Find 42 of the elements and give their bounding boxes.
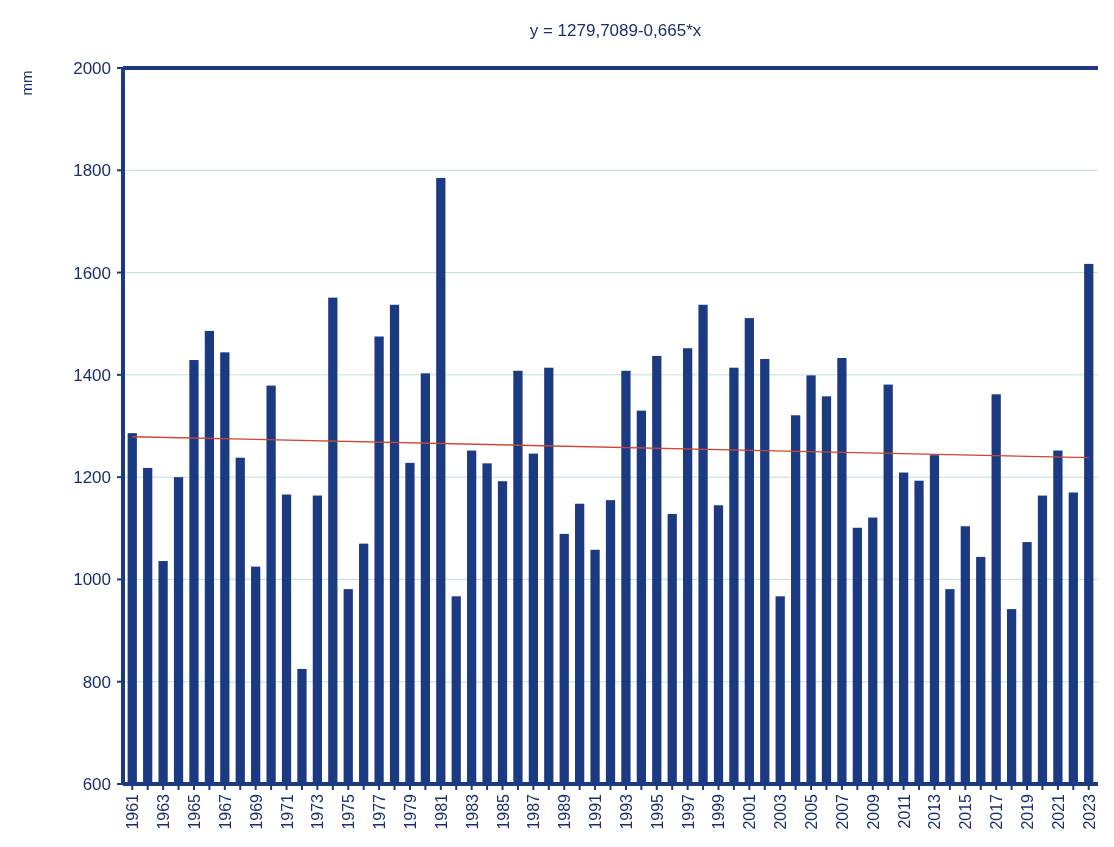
y-tick-label: 1200 (73, 468, 111, 488)
x-tick-label: 1999 (710, 793, 728, 830)
x-tick-label: 2003 (772, 793, 790, 830)
x-tick-label: 1965 (185, 793, 203, 830)
x-tick-label: 2005 (803, 793, 821, 830)
x-tick-label: 1991 (587, 793, 605, 830)
x-tick-label: 1985 (494, 793, 512, 830)
x-tick-label: 2019 (1019, 793, 1037, 830)
y-axis-title: mm (18, 70, 35, 96)
x-tick-label: 1979 (401, 793, 419, 830)
x-tick-label: 2001 (741, 793, 759, 830)
x-tick-label: 1971 (278, 793, 296, 830)
x-tick-label: 2021 (1049, 793, 1067, 830)
x-tick-label: 2011 (895, 793, 913, 829)
chart-title: y = 1279,7089-0,665*x (529, 21, 702, 40)
x-tick-label: 1963 (155, 793, 173, 830)
x-tick-label: 2023 (1080, 793, 1098, 830)
x-tick-label: 1967 (216, 793, 234, 830)
x-tick-label: 1973 (309, 793, 327, 830)
x-tick-label: 1969 (247, 793, 265, 830)
x-tick-label: 1995 (648, 793, 666, 830)
x-tick-label: 1997 (679, 793, 697, 830)
x-tick-label: 2013 (926, 793, 944, 830)
x-tick-label: 2009 (864, 793, 882, 830)
y-tick-label: 2000 (73, 59, 111, 78)
y-tick-label: 1400 (73, 365, 111, 385)
x-tick-label: 1989 (556, 793, 574, 830)
x-tick-label: 1981 (432, 793, 450, 830)
y-tick-label: 800 (82, 672, 111, 692)
x-tick-label: 2015 (957, 793, 975, 830)
x-tick-label: 1975 (340, 793, 358, 830)
y-tick-label: 1800 (73, 161, 111, 181)
x-tick-label: 1977 (371, 793, 389, 830)
x-tick-label: 1961 (124, 793, 142, 830)
y-tick-label: 600 (82, 775, 111, 794)
x-tick-label: 1993 (617, 793, 635, 830)
y-tick-label: 1600 (73, 263, 111, 283)
y-tick-label: 1000 (73, 570, 111, 590)
x-tick-label: 1987 (525, 793, 543, 830)
x-tick-label: 1983 (463, 793, 481, 830)
x-tick-label: 2007 (833, 793, 851, 830)
x-tick-label: 2017 (988, 793, 1006, 830)
